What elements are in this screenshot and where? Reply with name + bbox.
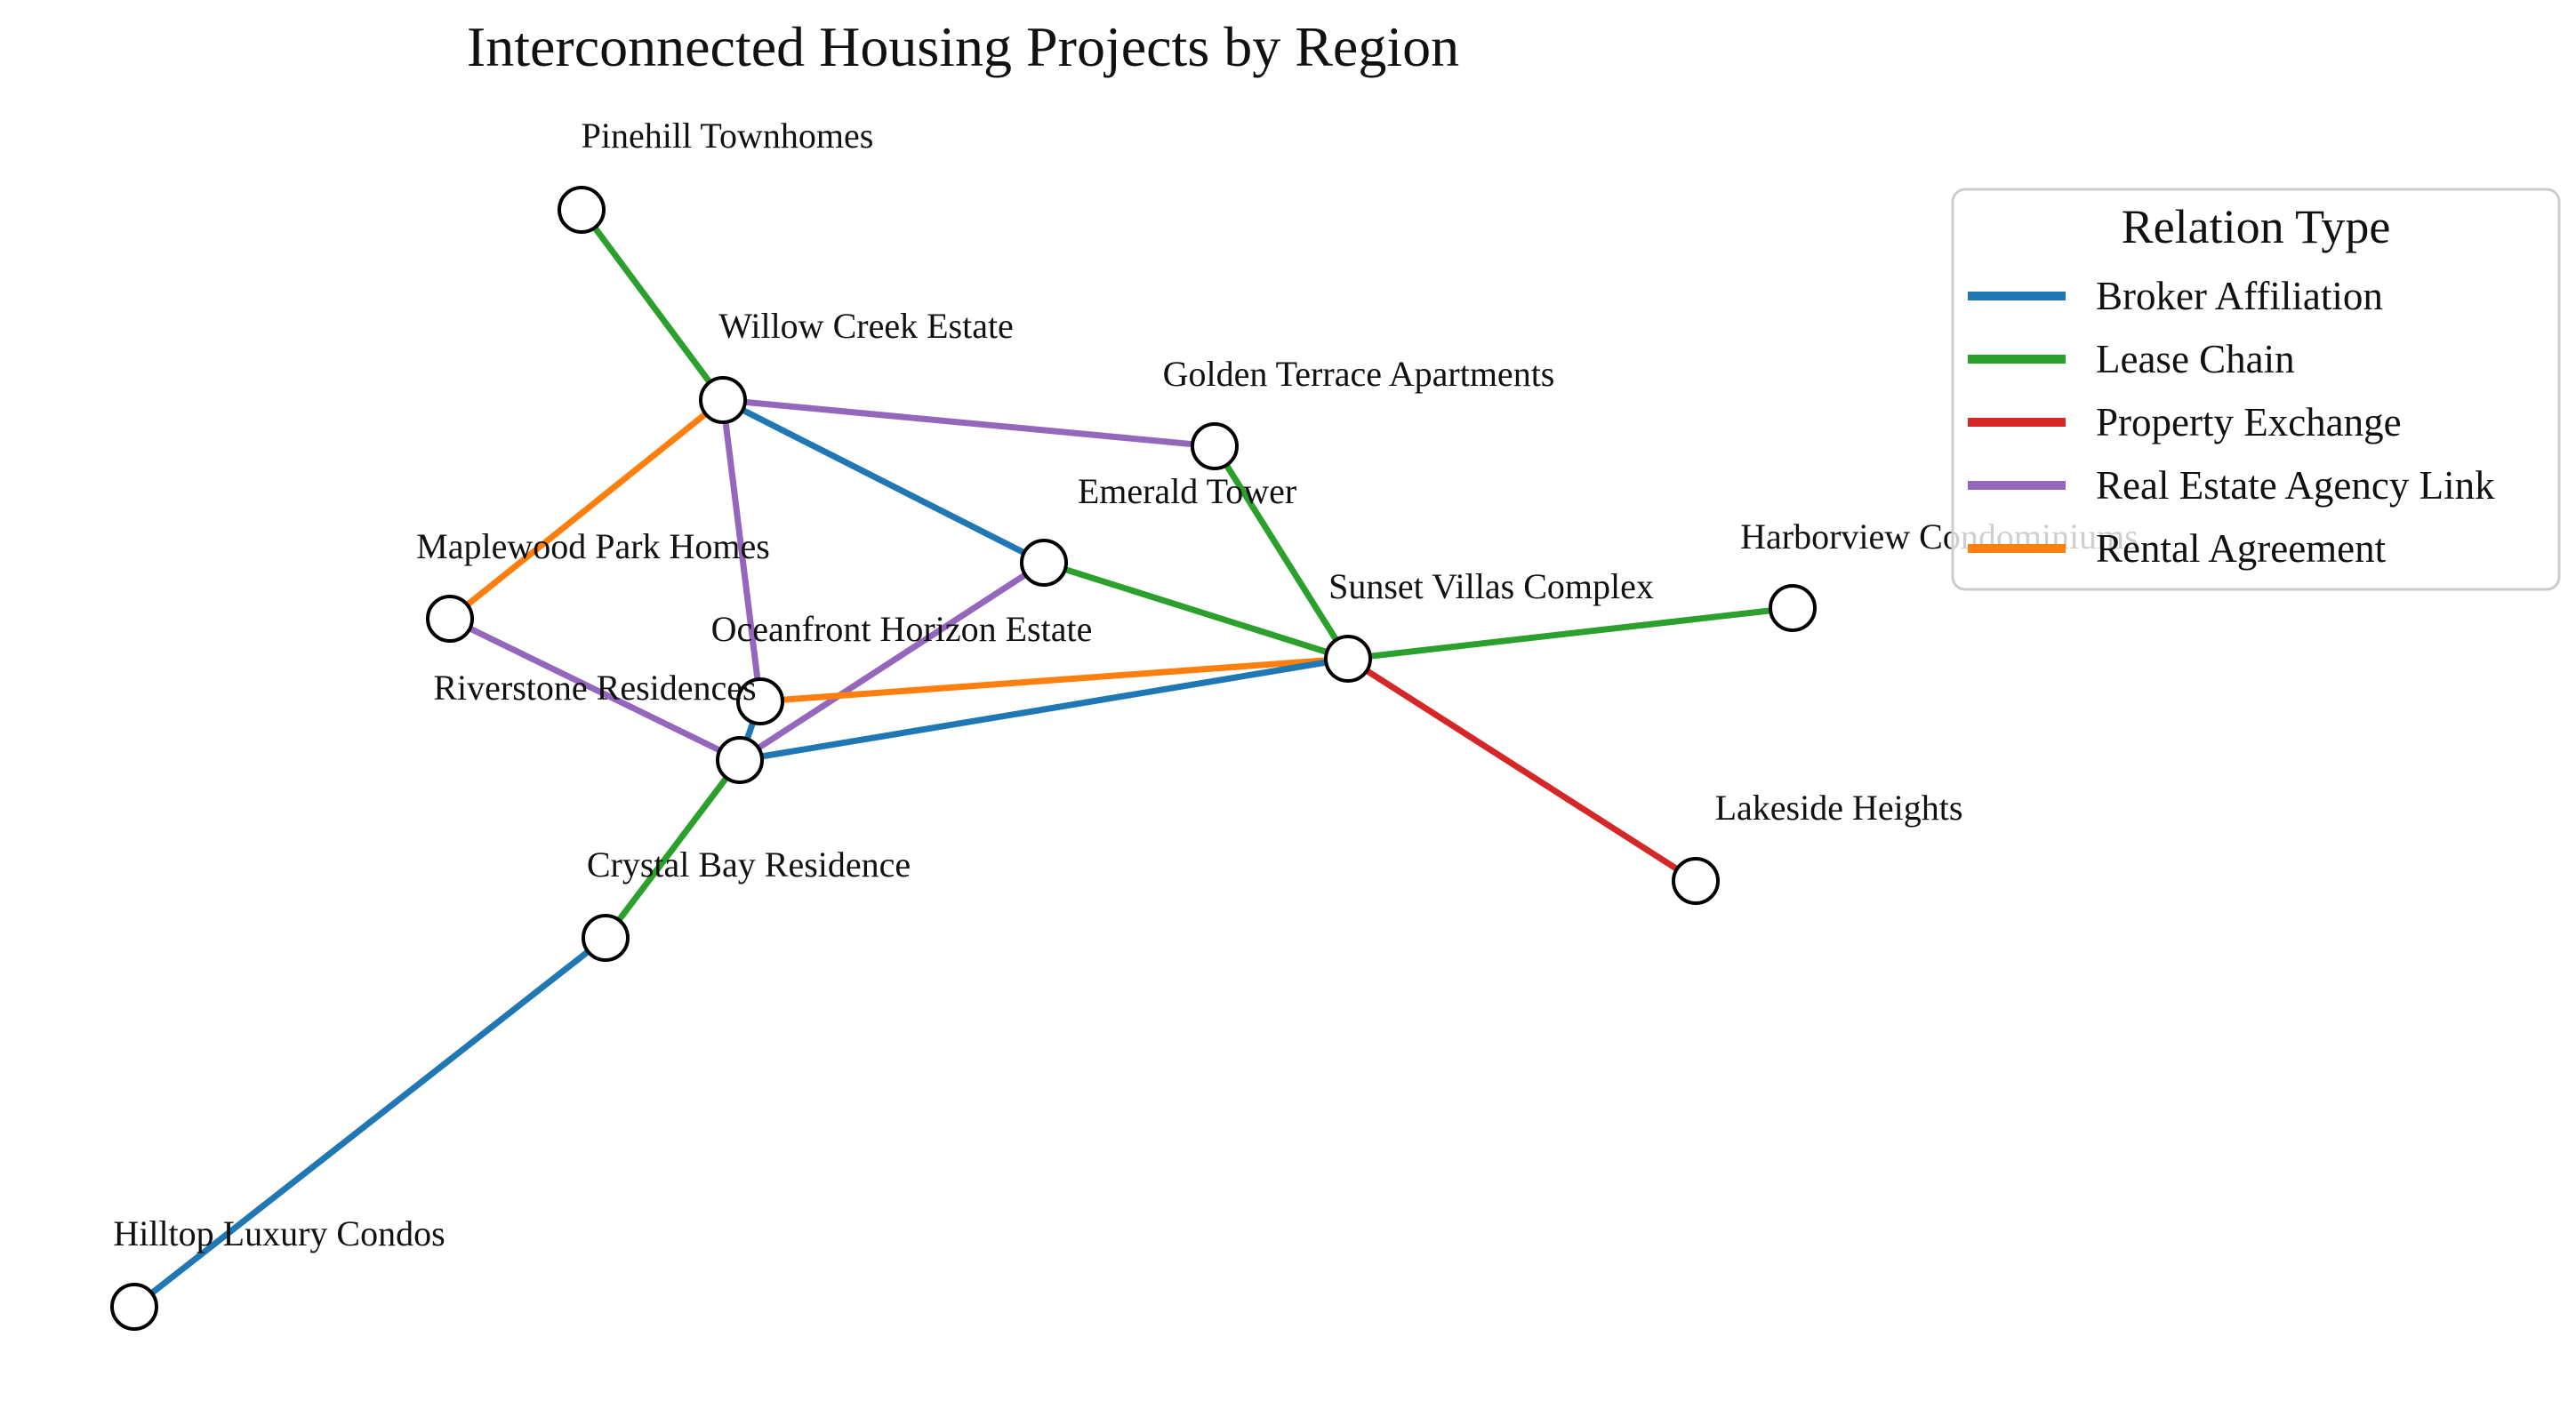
- node-sunset: [1324, 635, 1372, 683]
- edge-sunset-lakeside: [1346, 656, 1697, 884]
- legend-label-rental: Rental Agreement: [2096, 526, 2387, 571]
- node-label-oceanfront: Oceanfront Horizon Estate: [711, 609, 1093, 649]
- legend-label-lease: Lease Chain: [2096, 337, 2295, 381]
- node-label-sunset: Sunset Villas Complex: [1328, 566, 1654, 606]
- edge-willow-oceanfront: [719, 399, 764, 702]
- legend-frame: [1951, 188, 2561, 591]
- node-emerald: [1020, 539, 1068, 587]
- node-maplewood: [426, 595, 474, 643]
- node-lakeside: [1672, 857, 1720, 905]
- edge-emerald-riverstone: [738, 560, 1046, 763]
- edge-riverstone-crystal: [603, 757, 742, 941]
- node-layer: Pinehill Townhomes Willow Creek Estate Gol…: [110, 116, 2139, 1331]
- edge-sunset-harborview: [1347, 604, 1794, 662]
- legend: Relation Type Broker Affiliation Lease Ch…: [1951, 188, 2561, 591]
- node-label-hilltop: Hilltop Luxury Condos: [113, 1213, 445, 1253]
- node-willow: [699, 376, 747, 424]
- edge-pinehill-willow: [579, 207, 726, 403]
- node-label-maplewood: Maplewood Park Homes: [416, 526, 770, 566]
- node-oceanfront: [736, 677, 784, 725]
- legend-items: Broker Affiliation Lease Chain Property Ex…: [1968, 274, 2495, 571]
- node-label-lakeside: Lakeside Heights: [1715, 788, 1963, 828]
- node-label-pinehill: Pinehill Townhomes: [582, 116, 874, 156]
- edge-maplewood-riverstone: [448, 615, 742, 764]
- node-riverstone: [716, 736, 764, 784]
- node-label-crystal: Crystal Bay Residence: [587, 845, 911, 885]
- node-label-golden: Golden Terrace Apartments: [1163, 354, 1555, 394]
- legend-title: Relation Type: [2122, 200, 2391, 253]
- node-pinehill: [558, 186, 606, 234]
- node-harborview: [1769, 584, 1817, 632]
- legend-label-broker: Broker Affiliation: [2096, 274, 2383, 318]
- edge-willow-maplewood: [447, 397, 726, 621]
- node-label-riverstone: Riverstone Residences: [433, 668, 756, 708]
- edge-willow-emerald: [721, 396, 1046, 566]
- edge-crystal-hilltop: [132, 935, 608, 1309]
- edge-emerald-sunset: [1042, 559, 1350, 662]
- edge-sunset-riverstone: [739, 655, 1349, 764]
- diagram-title: Interconnected Housing Projects by Regio…: [467, 15, 1459, 78]
- edge-golden-sunset: [1212, 444, 1351, 660]
- node-golden: [1191, 422, 1239, 470]
- node-hilltop: [110, 1283, 158, 1331]
- edge-sunset-oceanfront: [759, 655, 1349, 705]
- node-label-willow: Willow Creek Estate: [718, 306, 1014, 346]
- node-label-emerald: Emerald Tower: [1078, 471, 1296, 511]
- legend-label-exchange: Property Exchange: [2096, 400, 2402, 444]
- legend-label-agency: Real Estate Agency Link: [2096, 463, 2495, 508]
- edge-willow-golden: [722, 396, 1216, 450]
- node-crystal: [582, 914, 630, 962]
